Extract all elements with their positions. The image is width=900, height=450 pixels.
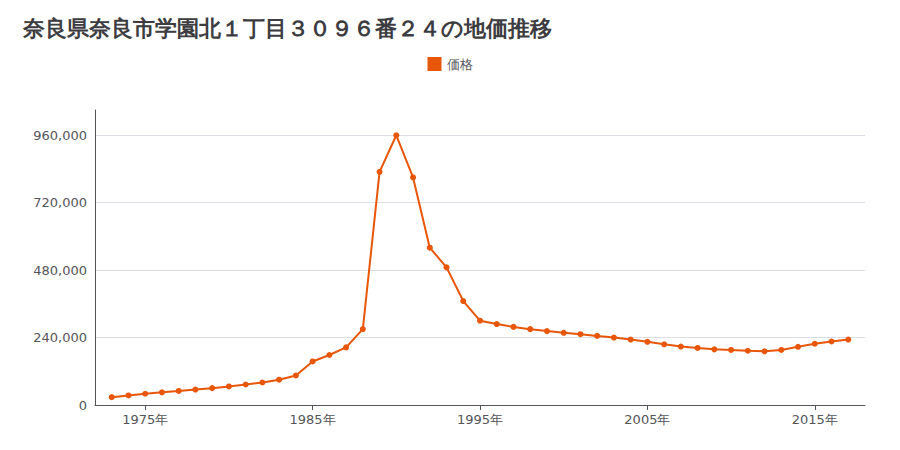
svg-text:1995年: 1995年 [457,412,503,427]
svg-text:1985年: 1985年 [290,412,336,427]
svg-text:価格: 価格 [447,57,473,72]
svg-text:960,000: 960,000 [33,128,87,143]
svg-text:1975年: 1975年 [122,412,168,427]
svg-text:720,000: 720,000 [33,195,87,210]
svg-text:2015年: 2015年 [792,412,838,427]
svg-text:240,000: 240,000 [33,330,87,345]
svg-text:480,000: 480,000 [33,263,87,278]
svg-text:0: 0 [79,398,87,413]
svg-text:奈良県奈良市学園北１丁目３０９６番２４の地価推移: 奈良県奈良市学園北１丁目３０９６番２４の地価推移 [22,16,552,41]
svg-text:2005年: 2005年 [624,412,670,427]
